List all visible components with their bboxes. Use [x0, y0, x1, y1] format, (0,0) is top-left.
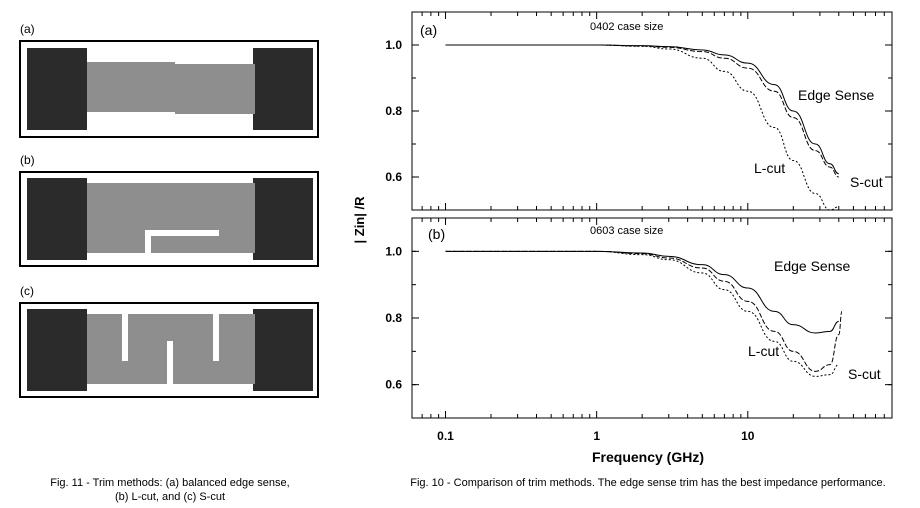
- panel-label: (b): [428, 226, 445, 242]
- resistive-film-right: [175, 64, 255, 114]
- l-cut-horizontal: [145, 230, 219, 236]
- x-axis-label: Frequency (GHz): [592, 449, 704, 465]
- plot-frame: [411, 217, 893, 419]
- x-tick-label: 0.1: [437, 429, 454, 443]
- panel-title: 0603 case size: [590, 225, 663, 237]
- y-tick-label: 1.0: [385, 38, 402, 52]
- terminal-right: [253, 48, 313, 130]
- plot-panel-a: 1.0 0.8 0.6 Edge Sense S-cut L-cut (a) 0402 cas…: [385, 11, 893, 211]
- y-tick-label: 0.8: [385, 311, 402, 325]
- resistor-b: [19, 171, 319, 267]
- plot-frame: [411, 11, 893, 211]
- series-line-s-cut: [445, 44, 839, 178]
- x-tick-label: 10: [741, 429, 755, 443]
- panel-label-c: (c): [20, 284, 34, 298]
- terminal-left: [27, 178, 87, 260]
- chart-caption: Fig. 10 - Comparison of trim methods. Th…: [410, 477, 886, 489]
- s-cut-slot-1: [122, 314, 128, 361]
- series-label-l-cut: L-cut: [754, 160, 785, 176]
- l-cut-vertical: [145, 230, 151, 253]
- caption-line-1: Fig. 11 - Trim methods: (a) balanced edg…: [50, 477, 290, 489]
- series-label-edge-sense: Edge Sense: [774, 258, 850, 274]
- series-line-s-cut: [445, 250, 843, 372]
- terminal-left: [27, 309, 87, 391]
- series-line-l-cut: [445, 44, 839, 210]
- series-label-s-cut: S-cut: [850, 174, 883, 190]
- resistor-c: [19, 302, 319, 398]
- x-tick-label: 1: [593, 429, 600, 443]
- y-tick-label: 0.6: [385, 378, 402, 392]
- s-cut-slot-3: [213, 314, 219, 361]
- y-tick-label: 1.0: [385, 244, 402, 258]
- series-label-s-cut: S-cut: [848, 366, 881, 382]
- panel-label-b: (b): [20, 153, 35, 167]
- series-label-edge-sense: Edge Sense: [798, 87, 874, 103]
- panel-label: (a): [420, 22, 437, 38]
- y-tick-label: 0.6: [385, 170, 402, 184]
- caption-line-2: (b) L-cut, and (c) S-cut: [114, 491, 226, 503]
- plot-panel-b: 0.1 1 10 1.0 0.8 0.6 Edge Sense S-cut L-cut (b) 06…: [385, 217, 893, 443]
- impedance-chart: 1.0 0.8 0.6 Edge Sense S-cut L-cut (a) 0402 cas…: [352, 11, 893, 465]
- terminal-left: [27, 48, 87, 130]
- panel-title: 0402 case size: [590, 21, 663, 33]
- terminal-right: [253, 178, 313, 260]
- y-tick-label: 0.8: [385, 104, 402, 118]
- y-axis-label: | Zin| /R: [352, 196, 367, 244]
- terminal-right: [253, 309, 313, 391]
- s-cut-slot-2: [167, 341, 173, 384]
- resistive-film-left: [87, 62, 175, 112]
- series-label-l-cut: L-cut: [748, 343, 779, 359]
- resistive-film: [87, 183, 255, 253]
- trim-figure-caption: Fig. 11 - Trim methods: (a) balanced edg…: [20, 476, 320, 504]
- resistor-a: [19, 40, 319, 138]
- panel-label-a: (a): [20, 22, 35, 36]
- series-line-edge-sense: [445, 44, 839, 175]
